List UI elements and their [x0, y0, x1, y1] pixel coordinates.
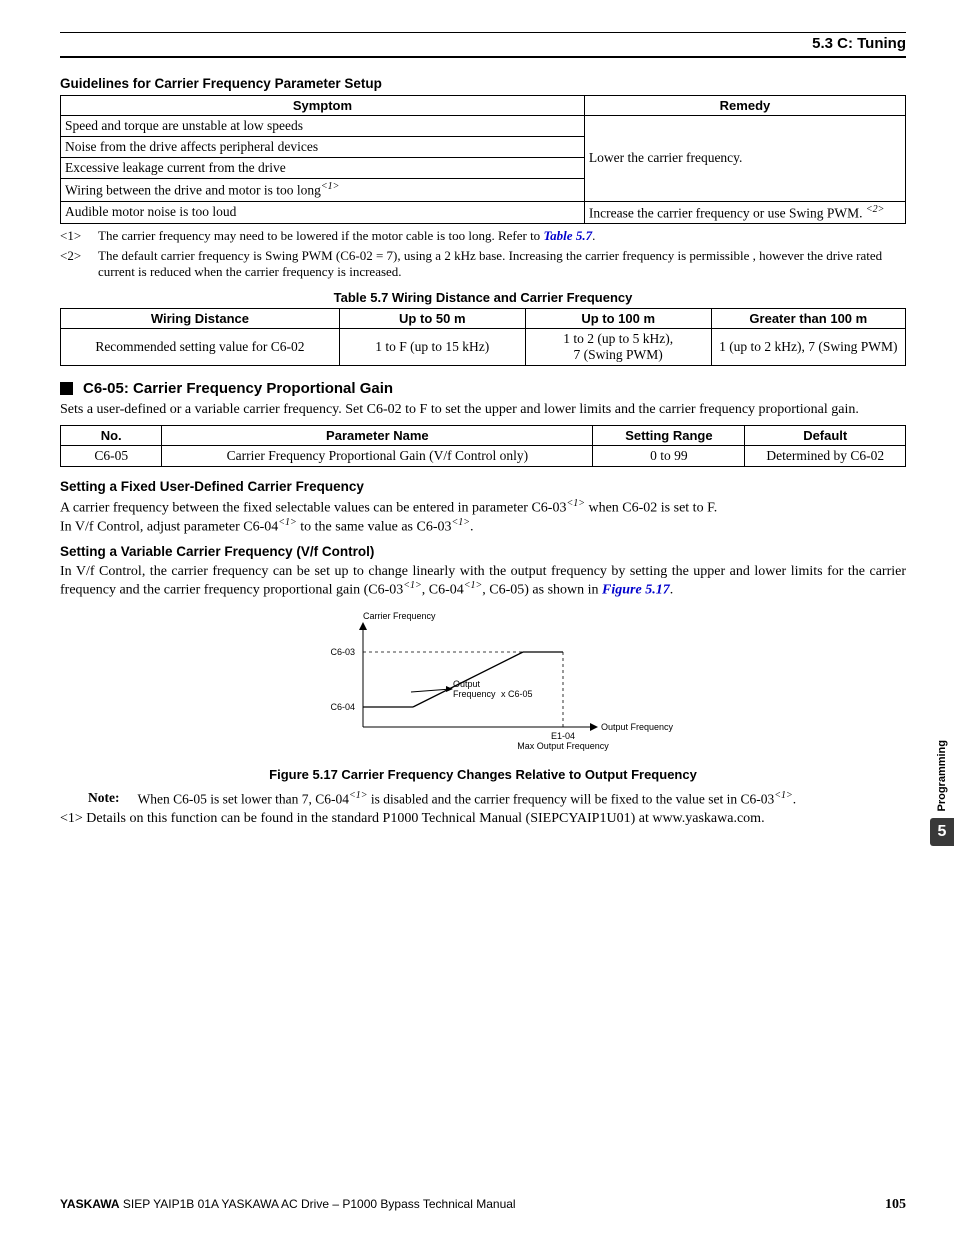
cell-symptom: Audible motor noise is too loud	[61, 201, 585, 224]
col-param-name: Parameter Name	[162, 425, 593, 445]
side-tab-label: Programming	[936, 740, 948, 812]
page-header-breadcrumb: 5.3 C: Tuning	[812, 35, 906, 52]
section-desc: Sets a user-defined or a variable carrie…	[60, 401, 906, 419]
footer-page-number: 105	[885, 1197, 906, 1213]
guidelines-table: Symptom Remedy Speed and torque are unst…	[60, 95, 906, 224]
col-setting-range: Setting Range	[593, 425, 745, 445]
side-tab-number: 5	[930, 818, 954, 846]
guidelines-footnote-2: <2> The default carrier frequency is Swi…	[60, 248, 906, 280]
guidelines-footnote-1: <1> The carrier frequency may need to be…	[60, 228, 906, 244]
fig-c604-label: C6-04	[330, 702, 355, 712]
link-table-5-7[interactable]: Table 5.7	[543, 228, 592, 243]
fig-mid-label-2: Frequency	[453, 689, 496, 699]
cell: 1 to 2 (up to 5 kHz), 7 (Swing PWM)	[525, 329, 711, 366]
note-body: When C6-05 is set lower than 7, C6-04<1>…	[137, 790, 906, 808]
cell-remedy: Lower the carrier frequency.	[584, 116, 905, 202]
cell-symptom: Wiring between the drive and motor is to…	[61, 179, 585, 202]
cell-name: Carrier Frequency Proportional Gain (V/f…	[162, 445, 593, 466]
fixed-cf-heading: Setting a Fixed User-Defined Carrier Fre…	[60, 479, 906, 494]
variable-cf-heading: Setting a Variable Carrier Frequency (V/…	[60, 544, 906, 559]
variable-cf-body: In V/f Control, the carrier frequency ca…	[60, 563, 906, 600]
col-default: Default	[745, 425, 906, 445]
col-wiring-distance: Wiring Distance	[61, 309, 340, 329]
table-row: Speed and torque are unstable at low spe…	[61, 116, 906, 137]
fig-x-bottom-1: E1-04	[551, 731, 575, 741]
square-bullet-icon	[60, 382, 73, 395]
note-row: Note: When C6-05 is set lower than 7, C6…	[88, 790, 906, 808]
param-table: No. Parameter Name Setting Range Default…	[60, 425, 906, 467]
table-5-7: Wiring Distance Up to 50 m Up to 100 m G…	[60, 308, 906, 366]
footer-brand: YASKAWA	[60, 1197, 120, 1211]
figure-5-17-caption: Figure 5.17 Carrier Frequency Changes Re…	[60, 767, 906, 782]
guidelines-heading: Guidelines for Carrier Frequency Paramet…	[60, 76, 906, 91]
note-label: Note:	[88, 790, 119, 806]
col-gt-100: Greater than 100 m	[711, 309, 905, 329]
fig-x-bottom-2: Max Output Frequency	[517, 741, 609, 751]
footer-text: SIEP YAIP1B 01A YASKAWA AC Drive – P1000…	[120, 1197, 516, 1211]
cell-no: C6-05	[61, 445, 162, 466]
table-5-7-caption: Table 5.7 Wiring Distance and Carrier Fr…	[60, 290, 906, 305]
bottom-footnote: <1> Details on this function can be foun…	[60, 810, 906, 828]
fig-x-right-label: Output Frequency	[601, 722, 673, 732]
col-symptom: Symptom	[61, 96, 585, 116]
fig-mid-label-1: Output	[453, 679, 481, 689]
section-heading-c6-05: C6-05: Carrier Frequency Proportional Ga…	[60, 380, 906, 397]
page-footer: YASKAWA SIEP YAIP1B 01A YASKAWA AC Drive…	[60, 1197, 906, 1213]
cell: 1 (up to 2 kHz), 7 (Swing PWM)	[711, 329, 905, 366]
table-row: C6-05 Carrier Frequency Proportional Gai…	[61, 445, 906, 466]
cell-row-label: Recommended setting value for C6-02	[61, 329, 340, 366]
cell-symptom: Excessive leakage current from the drive	[61, 158, 585, 179]
fig-y-title: Carrier Frequency	[363, 611, 436, 621]
link-figure-5-17[interactable]: Figure 5.17	[602, 583, 670, 598]
cell-symptom: Noise from the drive affects peripheral …	[61, 137, 585, 158]
table-row: Audible motor noise is too loud Increase…	[61, 201, 906, 224]
table-row: Recommended setting value for C6-02 1 to…	[61, 329, 906, 366]
fixed-cf-body: A carrier frequency between the fixed se…	[60, 498, 906, 536]
col-up-to-100: Up to 100 m	[525, 309, 711, 329]
side-chapter-tab: Programming 5	[930, 740, 954, 846]
figure-5-17: Carrier Frequency C6-03 C6-04 Output Fre…	[60, 607, 906, 757]
col-no: No.	[61, 425, 162, 445]
fig-c603-label: C6-03	[330, 647, 355, 657]
col-up-to-50: Up to 50 m	[339, 309, 525, 329]
cell-remedy: Increase the carrier frequency or use Sw…	[584, 201, 905, 224]
cell-range: 0 to 99	[593, 445, 745, 466]
cell-default: Determined by C6-02	[745, 445, 906, 466]
fig-mid-label-3: x C6-05	[501, 689, 533, 699]
cell: 1 to F (up to 15 kHz)	[339, 329, 525, 366]
col-remedy: Remedy	[584, 96, 905, 116]
cell-symptom: Speed and torque are unstable at low spe…	[61, 116, 585, 137]
